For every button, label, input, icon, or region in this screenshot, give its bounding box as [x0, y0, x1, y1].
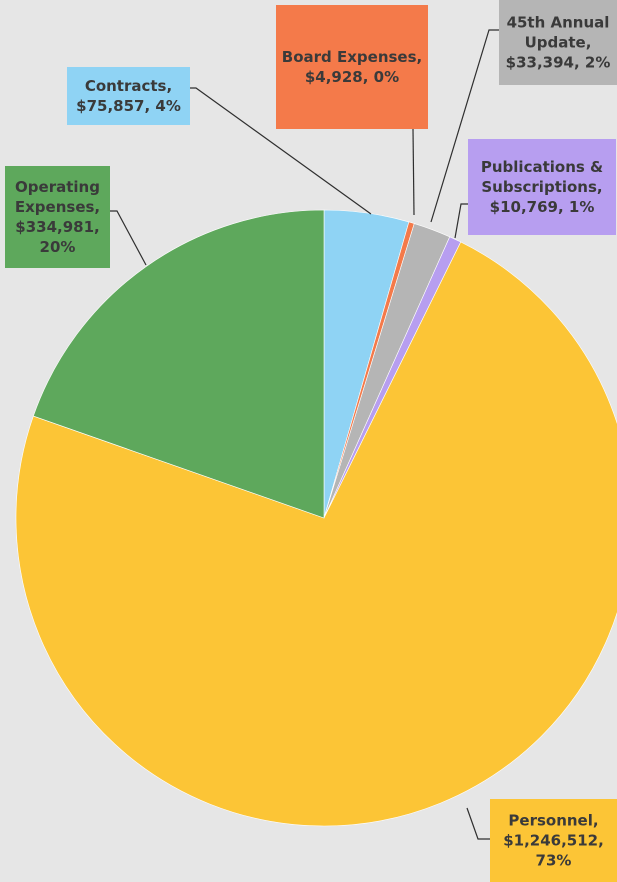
leader-line-personnel: [466, 807, 490, 840]
data-label-publications: Publications & Subscriptions, $10,769, 1%: [468, 139, 616, 235]
data-label-box-contracts: [67, 67, 190, 125]
leader-line-board: [412, 128, 415, 216]
leader-line-operating: [110, 210, 147, 266]
data-label-text: Subscriptions,: [481, 178, 602, 196]
data-label-box-publications: [468, 139, 616, 235]
data-label-annual: 45th Annual Update, $33,394, 2%: [499, 0, 617, 85]
data-label-contracts: Contracts, $75,857, 4%: [67, 67, 190, 125]
data-label-box-annual: [499, 0, 617, 85]
data-label-text: $1,246,512,: [503, 832, 604, 850]
data-label-text: $4,928, 0%: [305, 68, 399, 86]
data-label-text: Personnel,: [508, 812, 598, 830]
data-label-operating: Operating Expenses, $334,981, 20%: [5, 166, 110, 268]
leader-line-annual: [430, 29, 499, 223]
data-label-text: Expenses,: [15, 198, 100, 216]
data-label-text: 45th Annual: [507, 14, 610, 32]
data-label-text: Contracts,: [85, 77, 172, 95]
data-label-text: 73%: [536, 852, 572, 870]
pie-slices: [15, 209, 617, 827]
data-label-text: $75,857, 4%: [76, 97, 181, 115]
data-label-text: $33,394, 2%: [506, 54, 611, 72]
data-label-box-personnel: [490, 799, 617, 882]
data-label-personnel: Personnel, $1,246,512, 73%: [490, 799, 617, 882]
leader-lines: [110, 29, 499, 840]
leader-line-publications: [454, 203, 468, 239]
data-label-text: $334,981,: [15, 218, 99, 236]
data-label-board: Board Expenses, $4,928, 0%: [276, 5, 428, 129]
leader-line-contracts: [190, 87, 372, 215]
data-label-text: $10,769, 1%: [490, 198, 595, 216]
data-label-box-board: [276, 5, 428, 129]
pie-slice-operating: [32, 209, 325, 519]
data-labels: Contracts, $75,857, 4% Board Expenses, $4,9…: [5, 0, 617, 882]
data-label-text: Operating: [15, 178, 100, 196]
data-label-text: 20%: [40, 238, 76, 256]
data-label-text: Update,: [525, 34, 592, 52]
data-label-text: Board Expenses,: [282, 48, 422, 66]
data-label-text: Publications &: [481, 158, 603, 176]
pie-slice-personnel: [15, 241, 617, 827]
data-label-box-operating: [5, 166, 110, 268]
